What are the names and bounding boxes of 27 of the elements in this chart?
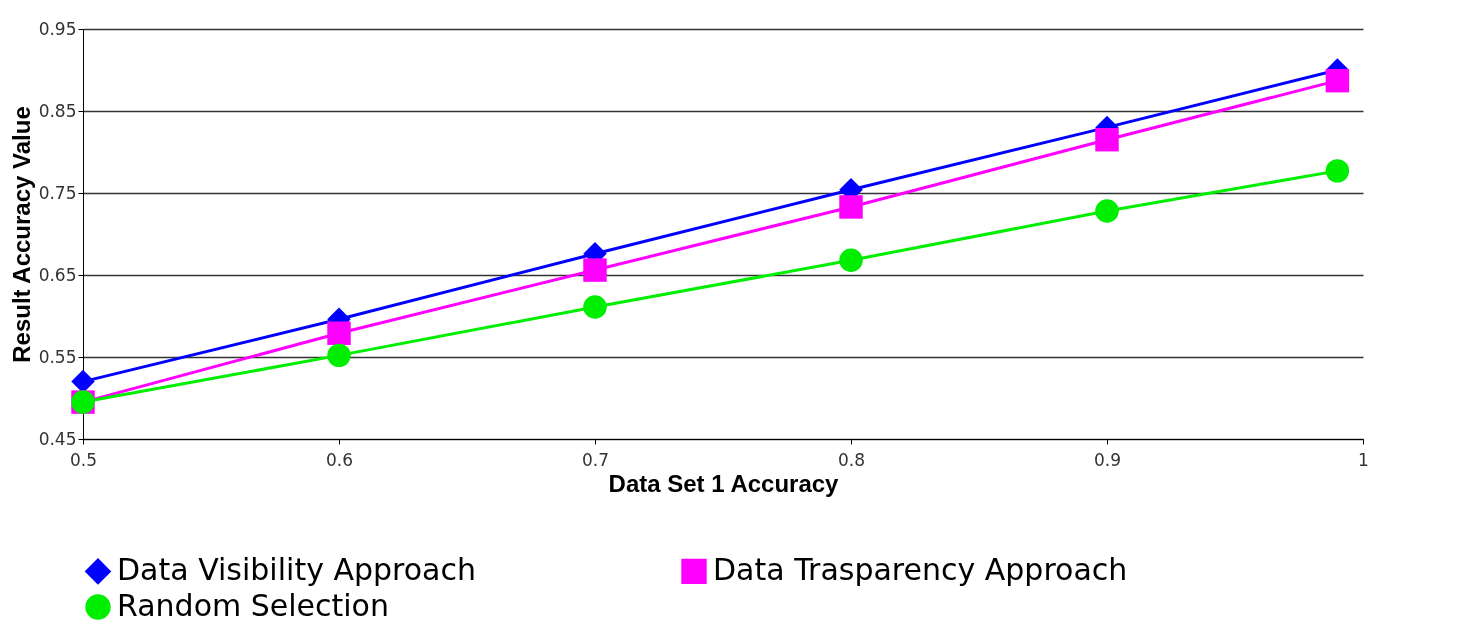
point: [327, 343, 351, 368]
point: [1095, 127, 1119, 152]
point: [1095, 199, 1119, 223]
y-tick-label: 0.55: [38, 346, 77, 367]
y-tick-label: 0.95: [38, 18, 77, 39]
y-tick-label: 0.65: [38, 264, 77, 285]
x-tick-label: 0.8: [837, 449, 866, 470]
point: [583, 258, 607, 282]
y-axis-title: Result Accuracy Value: [7, 106, 35, 363]
x-tick-label: 0.7: [581, 449, 610, 470]
y-tick-label: 0.85: [38, 100, 77, 121]
y-tick-label: 0.45: [38, 428, 77, 449]
point: [1325, 68, 1350, 93]
x-tick-label: 0.9: [1093, 449, 1122, 470]
point: [839, 195, 863, 219]
point: [1325, 159, 1350, 183]
point: [583, 295, 607, 319]
legend-label: Data Visibility Approach: [117, 552, 476, 588]
x-tick-label: 0.6: [325, 449, 354, 470]
y-tick-label: 0.75: [38, 182, 77, 203]
legend-label: Data Trasparency Approach: [713, 552, 1128, 588]
x-tick-label: 1: [1358, 449, 1369, 470]
point: [327, 321, 351, 345]
x-tick-label: 0.5: [69, 449, 98, 470]
legend-label: Random Selection: [117, 588, 389, 623]
point: [839, 248, 863, 272]
x-axis-title: Data Set 1 Accuracy: [608, 469, 840, 497]
